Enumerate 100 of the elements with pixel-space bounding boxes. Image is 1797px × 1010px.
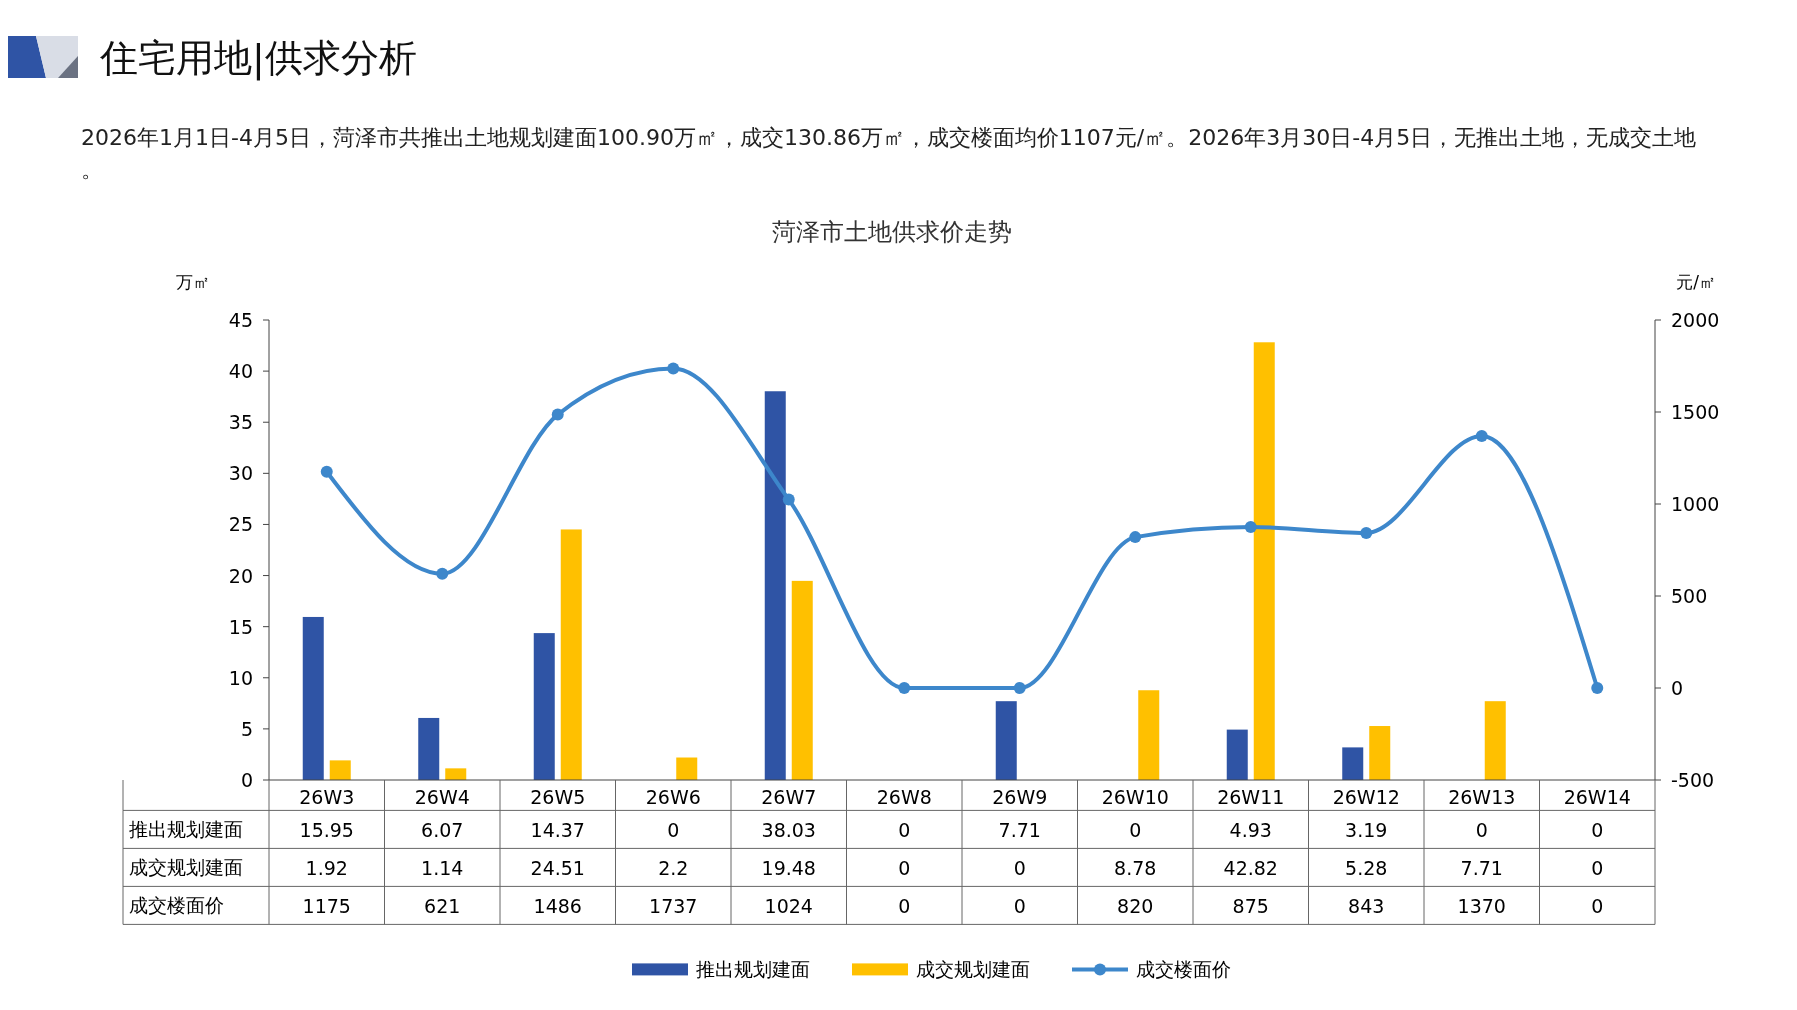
data-label: 7.71 — [1460, 857, 1503, 880]
bar — [1253, 342, 1275, 780]
bar — [560, 529, 582, 780]
bar — [995, 701, 1017, 780]
bar — [418, 717, 440, 780]
data-label: 820 — [1117, 895, 1154, 918]
bar — [329, 760, 351, 780]
legend-label: 推出规划建面 — [696, 958, 810, 981]
y-tick-label: 10 — [228, 666, 253, 689]
bar — [1342, 747, 1364, 780]
x-tick-label: 26W13 — [1448, 786, 1516, 808]
data-label: 621 — [424, 895, 461, 918]
y-tick-label: 45 — [228, 309, 253, 331]
y-tick-label: 15 — [228, 615, 253, 638]
data-label: 15.95 — [299, 819, 354, 842]
bar — [1138, 690, 1160, 780]
data-label: 0 — [898, 819, 911, 842]
data-label: 0 — [1591, 895, 1604, 918]
bar — [533, 633, 555, 780]
data-label: 24.51 — [530, 857, 585, 880]
point — [1591, 682, 1604, 694]
data-label: 0 — [1129, 819, 1142, 842]
legend-label: 成交规划建面 — [916, 958, 1030, 981]
bar — [445, 768, 467, 780]
bar — [676, 757, 698, 780]
y-tick-label: 25 — [228, 513, 253, 536]
data-label: 0 — [898, 857, 911, 880]
x-tick-label: 26W8 — [876, 786, 932, 808]
x-tick-label: 26W3 — [299, 786, 355, 808]
x-tick-label: 26W5 — [530, 786, 586, 808]
bar — [1484, 701, 1506, 780]
point — [1475, 429, 1488, 442]
text: 成交规划建面 — [129, 856, 243, 879]
data-label: 3.19 — [1345, 819, 1388, 842]
data-label: 0 — [1591, 857, 1604, 880]
data-label: 1370 — [1457, 895, 1506, 918]
data-label: 19.48 — [761, 857, 816, 880]
data-label: 4.93 — [1229, 819, 1272, 842]
data-label: 1737 — [649, 895, 698, 918]
data-label: 875 — [1232, 895, 1269, 918]
y-tick-label: 30 — [228, 462, 253, 485]
y2-tick-label: 1500 — [1671, 401, 1720, 423]
data-label: 14.37 — [530, 819, 585, 842]
legend-label: 成交楼面价 — [1136, 958, 1231, 981]
data-label: 0 — [898, 895, 911, 918]
point — [898, 682, 911, 694]
y-tick-label: 40 — [228, 360, 253, 383]
chart-subtitle: 2026年1月1日-4月5日，菏泽市共推出土地规划建面100.90万㎡，成交130.86万㎡，成交楼面均价1107元/㎡。2026年3月30日-4月5日，无推出土地，无成交土地。 — [81, 125, 1697, 182]
point — [1360, 526, 1373, 539]
y2-axis-title: 元/㎡ — [1676, 272, 1716, 292]
y-axis-title: 万㎡ — [176, 272, 210, 292]
data-label: 5.28 — [1345, 857, 1388, 880]
data-label: 0 — [1591, 819, 1604, 842]
bar — [1226, 729, 1248, 780]
point — [1129, 531, 1142, 544]
data-label: 1024 — [764, 895, 813, 918]
point — [436, 567, 449, 580]
y-tick-label: 35 — [228, 411, 253, 434]
chart-title: 住宅用地|供求分析 — [99, 36, 417, 81]
y2-tick-label: -500 — [1671, 769, 1715, 791]
x-tick-label: 26W12 — [1332, 786, 1400, 808]
data-label: 42.82 — [1223, 857, 1278, 880]
point — [782, 493, 795, 506]
point — [1244, 521, 1257, 533]
text: 推出规划建面 — [129, 818, 243, 841]
y-tick-label: 0 — [240, 769, 253, 791]
data-label: 38.03 — [761, 819, 816, 842]
y-tick-label: 5 — [240, 717, 253, 740]
bar — [764, 391, 786, 780]
y2-tick-label: 2000 — [1671, 309, 1720, 331]
x-tick-label: 26W14 — [1563, 786, 1631, 808]
x-tick-label: 26W9 — [992, 786, 1048, 808]
bar — [1369, 726, 1391, 780]
y2-tick-label: 500 — [1671, 585, 1708, 607]
x-tick-label: 26W11 — [1217, 786, 1285, 808]
point — [320, 465, 333, 478]
data-label: 8.78 — [1114, 857, 1157, 880]
x-tick-label: 26W10 — [1101, 786, 1169, 808]
point — [1013, 682, 1026, 694]
data-label: 1486 — [533, 895, 582, 918]
bar — [791, 580, 813, 780]
text: 成交楼面价 — [129, 894, 224, 917]
bar — [302, 616, 324, 780]
data-label: 1.14 — [421, 857, 464, 880]
data-label: 0 — [667, 819, 680, 842]
data-label: 0 — [1013, 857, 1026, 880]
point — [667, 362, 680, 375]
y2-tick-label: 0 — [1671, 677, 1684, 699]
x-tick-label: 26W4 — [414, 786, 470, 808]
text: 菏泽市土地供求价走势 — [772, 218, 1012, 246]
data-label: 2.2 — [658, 857, 689, 880]
x-tick-label: 26W6 — [645, 786, 701, 808]
data-label: 1.92 — [305, 857, 348, 880]
data-label: 6.07 — [421, 819, 464, 842]
point — [551, 408, 564, 421]
data-label: 0 — [1475, 819, 1488, 842]
y-tick-label: 20 — [228, 564, 253, 587]
data-label: 7.71 — [998, 819, 1041, 842]
x-tick-label: 26W7 — [761, 786, 817, 808]
y2-tick-label: 1000 — [1671, 493, 1720, 515]
